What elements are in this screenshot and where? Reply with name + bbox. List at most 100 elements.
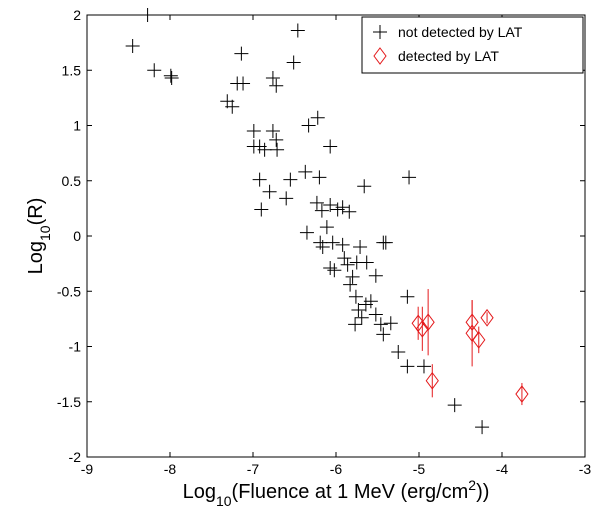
data-point (301, 118, 316, 133)
data-point (475, 420, 490, 435)
x-tick-label: -4 (496, 461, 509, 477)
y-tick-label: -1 (69, 339, 82, 355)
x-axis-label-part: (Fluence at 1 MeV (erg/cm (232, 481, 469, 503)
data-point (383, 316, 398, 331)
data-point (314, 203, 329, 218)
data-point (345, 269, 360, 284)
x-tick-label: -8 (164, 461, 177, 477)
data-point (421, 313, 435, 332)
data-point (164, 70, 179, 85)
data-point (323, 198, 338, 213)
data-point (246, 124, 261, 139)
data-point (378, 235, 393, 250)
data-point (400, 289, 415, 304)
data-point (163, 68, 178, 83)
data-point (515, 385, 529, 403)
data-point (323, 261, 338, 276)
data-point (290, 23, 305, 38)
data-point (335, 237, 350, 252)
data-point (340, 257, 355, 272)
data-point (325, 235, 340, 250)
data-point (376, 327, 391, 342)
data-point (323, 139, 338, 154)
x-tick-label: -9 (81, 461, 94, 477)
y-axis-label-part: 10 (37, 225, 53, 241)
y-tick-label: 2 (73, 7, 81, 23)
y-tick-label: 1.5 (62, 62, 82, 78)
data-point (465, 324, 479, 343)
y-tick-label: 0.5 (62, 173, 82, 189)
data-point (298, 164, 313, 179)
data-point (327, 263, 342, 278)
y-tick-label: 1 (73, 118, 81, 134)
data-point (368, 307, 383, 322)
data-point (234, 46, 249, 61)
data-point (447, 398, 462, 413)
data-point (342, 204, 357, 219)
data-point (236, 76, 251, 91)
data-point (348, 289, 363, 304)
data-point (480, 308, 494, 327)
data-point (265, 124, 280, 139)
data-point (354, 310, 369, 325)
data-point (265, 70, 280, 85)
data-point (312, 170, 327, 185)
x-axis-label-part: 2 (468, 477, 476, 493)
data-point (415, 319, 429, 338)
y-tick-label: 0 (73, 228, 81, 244)
data-point (358, 297, 373, 312)
data-point (343, 277, 358, 292)
data-point (225, 99, 240, 114)
data-point (147, 63, 162, 78)
data-point (368, 268, 383, 283)
data-point (254, 202, 269, 217)
x-axis-label-part: )) (476, 481, 489, 503)
x-tick-label: -3 (579, 461, 592, 477)
y-axis-label-part: (R) (25, 198, 47, 226)
y-tick-label: -1.5 (57, 394, 81, 410)
data-point (353, 240, 368, 255)
data-point (402, 170, 417, 185)
data-point (373, 317, 388, 332)
plot-frame (86, 14, 586, 458)
data-point (391, 345, 406, 360)
legend-box (361, 16, 584, 74)
x-axis-label-part: 10 (216, 493, 232, 507)
data-point (337, 251, 352, 266)
data-point (269, 132, 284, 147)
data-point (279, 191, 294, 206)
data-point (348, 317, 363, 332)
data-point (357, 179, 372, 194)
x-tick-label: -6 (330, 461, 343, 477)
data-point (269, 78, 284, 93)
legend-marker (373, 25, 387, 39)
y-tick-label: -0.5 (57, 283, 81, 299)
legend-label: not detected by LAT (398, 24, 523, 40)
data-point (425, 371, 439, 390)
data-point (286, 55, 301, 70)
data-point (319, 220, 334, 235)
x-axis-label: Log10(Fluence at 1 MeV (erg/cm2)) (183, 477, 490, 507)
data-point (283, 172, 298, 187)
x-tick-label: -7 (247, 461, 260, 477)
data-point (262, 184, 277, 199)
data-point (140, 8, 155, 22)
data-point (125, 38, 140, 53)
data-point (416, 359, 431, 374)
data-point (315, 240, 330, 255)
legend-label: detected by LAT (398, 48, 499, 64)
data-point (299, 225, 314, 240)
data-point (310, 110, 325, 125)
data-point (359, 255, 374, 270)
y-axis-label-part: Log (25, 241, 47, 274)
y-tick-label: -2 (69, 449, 82, 465)
x-tick-label: -5 (413, 461, 426, 477)
x-axis-label-part: Log (183, 481, 216, 503)
data-point (472, 331, 486, 349)
data-point (309, 195, 324, 210)
data-point (257, 142, 272, 157)
y-axis-label: Log10(R) (25, 198, 53, 275)
data-point (270, 142, 285, 157)
data-point (252, 172, 267, 187)
